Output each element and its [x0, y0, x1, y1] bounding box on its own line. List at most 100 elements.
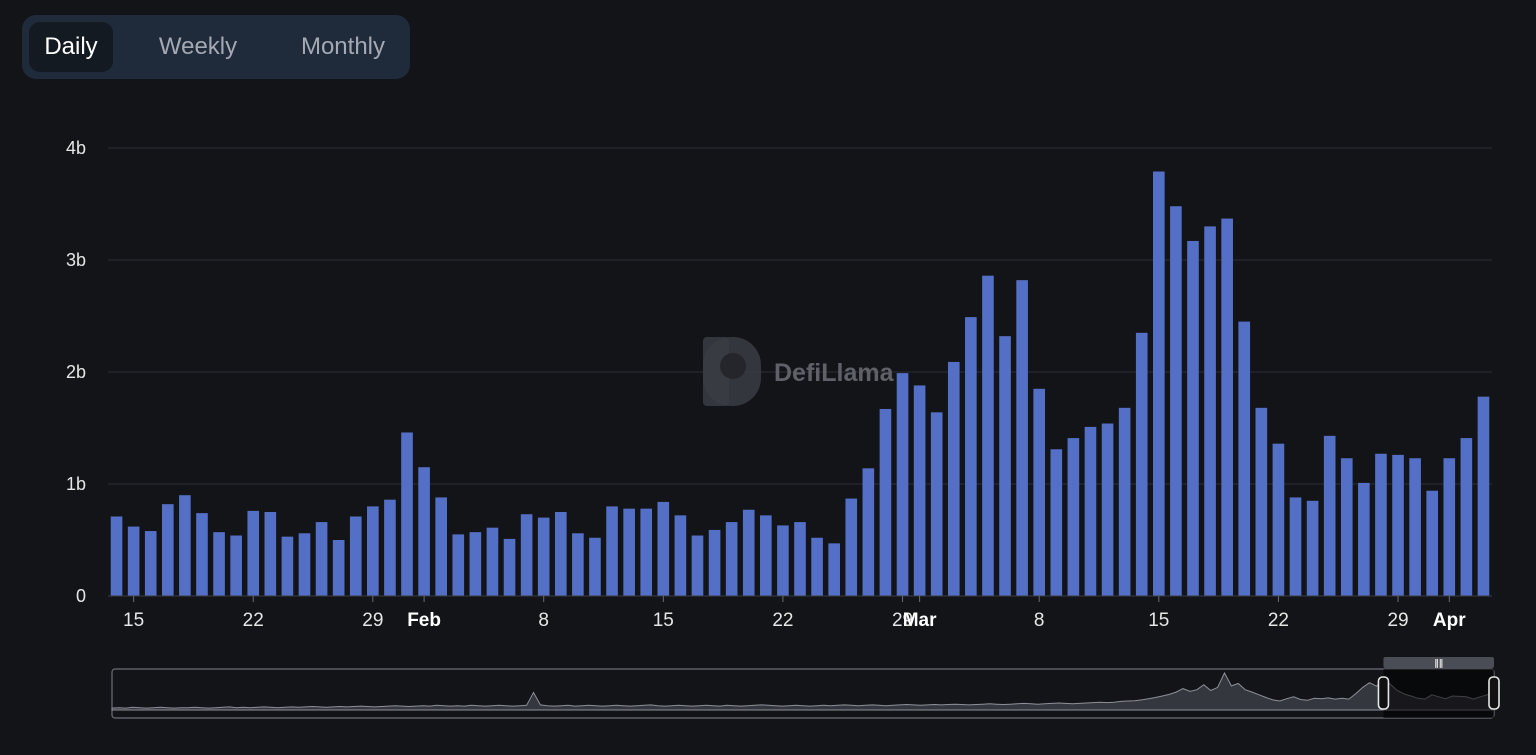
- bar[interactable]: [999, 336, 1011, 596]
- y-tick-label: 3b: [66, 250, 86, 270]
- overview-handle[interactable]: [1488, 676, 1500, 710]
- bar[interactable]: [401, 432, 413, 596]
- bar[interactable]: [1323, 435, 1336, 596]
- x-tick-label: Feb: [407, 610, 441, 631]
- bar[interactable]: [384, 499, 396, 596]
- bar[interactable]: [520, 514, 533, 596]
- x-tick-label: Apr: [1433, 610, 1466, 631]
- grip-icon: ∥∥: [1434, 658, 1443, 668]
- bar[interactable]: [760, 515, 772, 596]
- bar[interactable]: [264, 512, 277, 596]
- bar[interactable]: [161, 504, 174, 596]
- bar[interactable]: [213, 532, 225, 596]
- x-tick-label: 22: [243, 610, 264, 631]
- x-tick-label: Mar: [903, 610, 937, 631]
- bar[interactable]: [435, 497, 447, 596]
- bar[interactable]: [281, 536, 294, 596]
- bar[interactable]: [469, 532, 482, 596]
- bar[interactable]: [315, 522, 328, 596]
- tab-monthly[interactable]: Monthly: [300, 33, 386, 60]
- bar[interactable]: [657, 501, 670, 596]
- bar[interactable]: [349, 516, 362, 596]
- bar[interactable]: [486, 527, 499, 596]
- overview-drag-bar[interactable]: [1383, 657, 1494, 668]
- bar[interactable]: [452, 534, 465, 596]
- bar[interactable]: [794, 522, 806, 596]
- x-tick-label: 15: [653, 610, 674, 631]
- bar[interactable]: [623, 508, 635, 596]
- bar[interactable]: [110, 516, 123, 596]
- bar[interactable]: [247, 510, 260, 596]
- bar[interactable]: [1289, 497, 1302, 596]
- bar[interactable]: [708, 529, 721, 596]
- tab-daily[interactable]: Daily: [29, 22, 113, 72]
- bar[interactable]: [332, 540, 345, 596]
- bar[interactable]: [930, 412, 943, 596]
- bar[interactable]: [606, 506, 618, 596]
- bar[interactable]: [862, 468, 875, 596]
- bar[interactable]: [1238, 321, 1251, 596]
- bar[interactable]: [742, 509, 755, 596]
- bar[interactable]: [503, 538, 516, 596]
- bar[interactable]: [196, 513, 208, 596]
- bar[interactable]: [845, 498, 858, 596]
- bar[interactable]: [1426, 490, 1439, 596]
- bar[interactable]: [1255, 407, 1268, 596]
- bar[interactable]: [1306, 500, 1319, 596]
- bar[interactable]: [1135, 332, 1148, 596]
- x-tick-label: 29: [892, 610, 913, 631]
- bar[interactable]: [127, 526, 140, 596]
- bar[interactable]: [1204, 226, 1216, 596]
- bar[interactable]: [298, 533, 311, 596]
- bar[interactable]: [1033, 388, 1046, 596]
- bar[interactable]: [947, 361, 960, 596]
- bar[interactable]: [1358, 482, 1370, 596]
- bar[interactable]: [367, 506, 379, 596]
- bar[interactable]: [230, 535, 242, 596]
- overview-frame: [111, 668, 1495, 719]
- bar[interactable]: [1187, 240, 1199, 596]
- bar[interactable]: [896, 373, 909, 596]
- bar[interactable]: [1084, 426, 1097, 596]
- bar[interactable]: [554, 512, 567, 596]
- bar[interactable]: [1170, 206, 1182, 597]
- bar[interactable]: [1392, 454, 1404, 596]
- bar[interactable]: [1443, 458, 1456, 596]
- bar[interactable]: [572, 533, 584, 596]
- bar[interactable]: [1050, 449, 1063, 596]
- bar[interactable]: [691, 535, 704, 596]
- bar[interactable]: [589, 537, 601, 596]
- bar[interactable]: [777, 525, 789, 596]
- bar[interactable]: [144, 531, 157, 596]
- bar[interactable]: [1409, 458, 1421, 596]
- bar[interactable]: [982, 275, 994, 596]
- bar[interactable]: [1340, 458, 1353, 596]
- bar[interactable]: [1272, 443, 1285, 596]
- chart-bars: [110, 171, 1490, 597]
- bar[interactable]: [965, 317, 977, 596]
- bar[interactable]: [879, 408, 892, 596]
- bar[interactable]: [725, 522, 738, 596]
- overview-selection[interactable]: [1383, 669, 1494, 718]
- bar[interactable]: [1375, 453, 1387, 596]
- bar[interactable]: [418, 467, 430, 596]
- tab-weekly[interactable]: Weekly: [158, 33, 238, 60]
- bar[interactable]: [913, 385, 926, 596]
- overview-handle[interactable]: [1377, 676, 1390, 710]
- bar[interactable]: [1016, 280, 1028, 596]
- bar[interactable]: [1460, 438, 1473, 596]
- bar[interactable]: [674, 515, 687, 596]
- bar[interactable]: [640, 508, 653, 596]
- bar[interactable]: [537, 517, 550, 596]
- bar[interactable]: [1101, 423, 1114, 596]
- bar[interactable]: [1477, 396, 1490, 596]
- bar[interactable]: [179, 495, 191, 596]
- bar[interactable]: [1118, 407, 1131, 596]
- bar[interactable]: [811, 537, 823, 596]
- bar[interactable]: [828, 543, 840, 596]
- overview-slider[interactable]: ∥∥: [111, 657, 1500, 719]
- overview-area: [111, 671, 1495, 711]
- bar[interactable]: [1221, 218, 1233, 596]
- bar[interactable]: [1067, 438, 1080, 596]
- bar[interactable]: [1153, 171, 1165, 596]
